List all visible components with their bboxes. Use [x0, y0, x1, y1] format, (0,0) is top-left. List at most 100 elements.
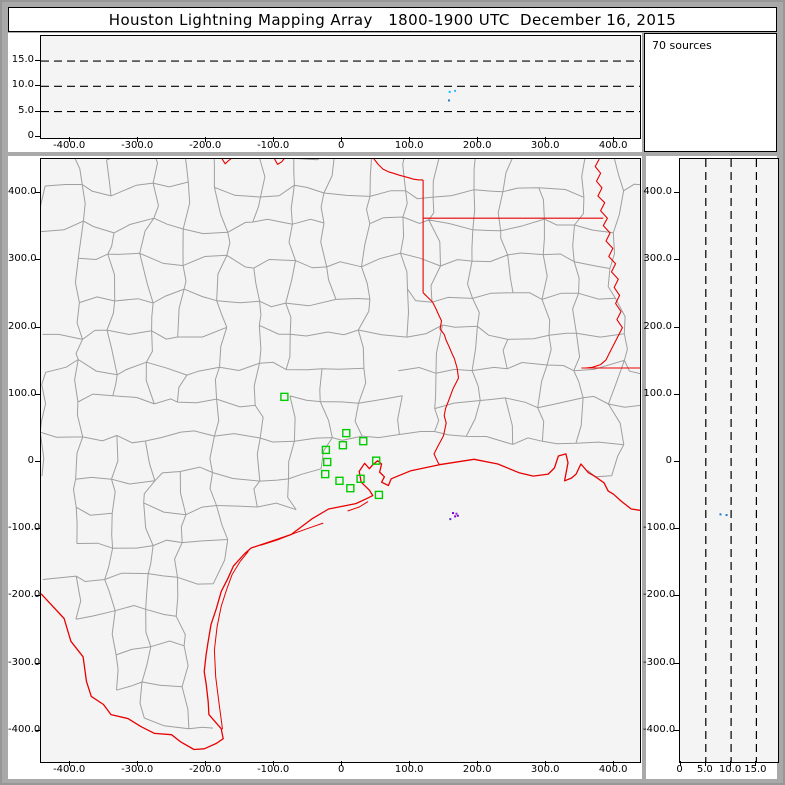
tick-mark: [674, 662, 679, 664]
ew-tick-label: -100.0: [257, 140, 290, 151]
ew-tick-label: 100.0: [394, 764, 424, 775]
tick-mark: [674, 729, 679, 731]
ns-tick-label: 200.0: [643, 320, 672, 332]
altitude-tick-label: 5.0: [18, 104, 34, 116]
sources-count-label: 70 sources: [652, 39, 712, 52]
tick-mark: [35, 192, 40, 194]
tick-mark: [35, 729, 40, 731]
tick-mark: [35, 110, 40, 112]
lightning-source-dot: [454, 89, 457, 92]
tick-mark: [674, 393, 679, 395]
ew-tick-label: 400.0: [598, 764, 628, 775]
tick-mark: [273, 761, 275, 766]
lma-station-marker: [346, 483, 355, 493]
ns-tick-label: 200.0: [8, 320, 37, 332]
ew-tick-label: 100.0: [394, 140, 424, 151]
tick-mark: [35, 85, 40, 87]
altitude-tick-label: 0: [676, 764, 683, 775]
lma-station-marker: [342, 428, 351, 438]
page-title: Houston Lightning Mapping Array 1800-190…: [108, 10, 677, 29]
ew-tick-label: 300.0: [530, 764, 560, 775]
ns-tick-label: -200.0: [643, 589, 676, 601]
altitude-tick-label: 15.0: [744, 764, 767, 775]
tick-mark: [205, 761, 207, 766]
tick-mark: [477, 761, 479, 766]
lightning-source-dot: [448, 90, 451, 93]
ns-tick-label: 300.0: [643, 253, 672, 265]
ew-tick-label: 0: [338, 764, 345, 775]
lma-station-marker: [323, 457, 332, 467]
tick-mark: [704, 761, 706, 766]
ew-tick-label: 300.0: [530, 140, 560, 151]
tick-mark: [613, 137, 615, 142]
tick-mark: [341, 761, 343, 766]
tick-mark: [674, 259, 679, 261]
tick-mark: [545, 761, 547, 766]
ew-tick-label: -200.0: [189, 140, 222, 151]
ns-tick-label: -300.0: [643, 656, 676, 668]
tick-mark: [273, 137, 275, 142]
tick-mark: [35, 259, 40, 261]
ns-tick-label: -400.0: [643, 723, 676, 735]
lightning-source-dot: [452, 512, 455, 515]
tick-mark: [69, 137, 71, 142]
lma-station-marker: [280, 392, 289, 402]
ns-tick-label: -400.0: [8, 723, 41, 735]
tick-mark: [341, 137, 343, 142]
tick-mark: [35, 595, 40, 597]
ew-tick-label: -300.0: [121, 140, 154, 151]
lma-station-marker: [374, 490, 384, 500]
title-bar: Houston Lightning Mapping Array 1800-190…: [8, 7, 777, 32]
ew-tick-label: -200.0: [189, 764, 222, 775]
ns-tick-label: -300.0: [8, 656, 41, 668]
altitude-tick-label: 5.0: [696, 764, 713, 775]
lma-station-marker: [321, 469, 330, 479]
lightning-source-dot: [719, 513, 722, 516]
tick-mark: [755, 761, 757, 766]
ns-tick-label: 400.0: [643, 186, 672, 198]
altitude-ns-plot[interactable]: [679, 158, 779, 763]
state-border-line: [422, 292, 460, 465]
ew-tick-label: 200.0: [462, 140, 492, 151]
lma-station-marker: [372, 456, 381, 465]
tick-mark: [674, 461, 679, 462]
ns-tick-label: -100.0: [8, 522, 41, 534]
altitude-ns-panel: 400.0 300.0 200.0 100.0 0 -100.0 -200.0 -300.0 -…: [643, 156, 779, 779]
barrier-island-line: [260, 522, 324, 546]
ns-tick-label: -100.0: [643, 522, 676, 534]
ew-tick-label: -400.0: [53, 140, 86, 151]
tick-mark: [35, 135, 40, 137]
lightning-source-dot: [449, 518, 452, 521]
ew-tick-label: -400.0: [53, 764, 86, 775]
tick-mark: [35, 60, 40, 62]
ns-tick-label: 100.0: [8, 387, 37, 399]
altitude-tick-label: 10.0: [718, 764, 742, 775]
tick-mark: [674, 192, 679, 194]
ew-tick-label: 200.0: [462, 764, 492, 775]
altitude-ew-plot[interactable]: [40, 35, 641, 139]
tick-mark: [409, 137, 411, 142]
state-border-line: [273, 159, 285, 165]
ns-tick-label: 300.0: [8, 253, 37, 265]
ns-tick-label: -200.0: [8, 589, 41, 601]
lma-station-marker: [338, 441, 348, 450]
ew-tick-label: 0: [338, 140, 345, 151]
tick-mark: [205, 137, 207, 142]
ew-tick-label: -100.0: [257, 764, 290, 775]
tick-mark: [679, 761, 681, 766]
tick-mark: [137, 761, 139, 766]
lightning-source-dot: [456, 514, 459, 517]
state-border-line: [373, 159, 424, 181]
lma-station-marker: [321, 445, 331, 455]
lma-station-marker: [335, 476, 344, 486]
ns-tick-label: 0: [665, 455, 672, 466]
barrier-island-line: [213, 550, 249, 730]
tick-mark: [674, 528, 679, 530]
ew-tick-label: -300.0: [121, 764, 154, 775]
ns-tick-label: 0: [27, 455, 34, 466]
tick-mark: [477, 137, 479, 142]
state-border-line: [581, 159, 623, 369]
plan-view-map[interactable]: [40, 158, 641, 763]
tick-mark: [409, 761, 411, 766]
lma-station-marker: [359, 436, 368, 446]
